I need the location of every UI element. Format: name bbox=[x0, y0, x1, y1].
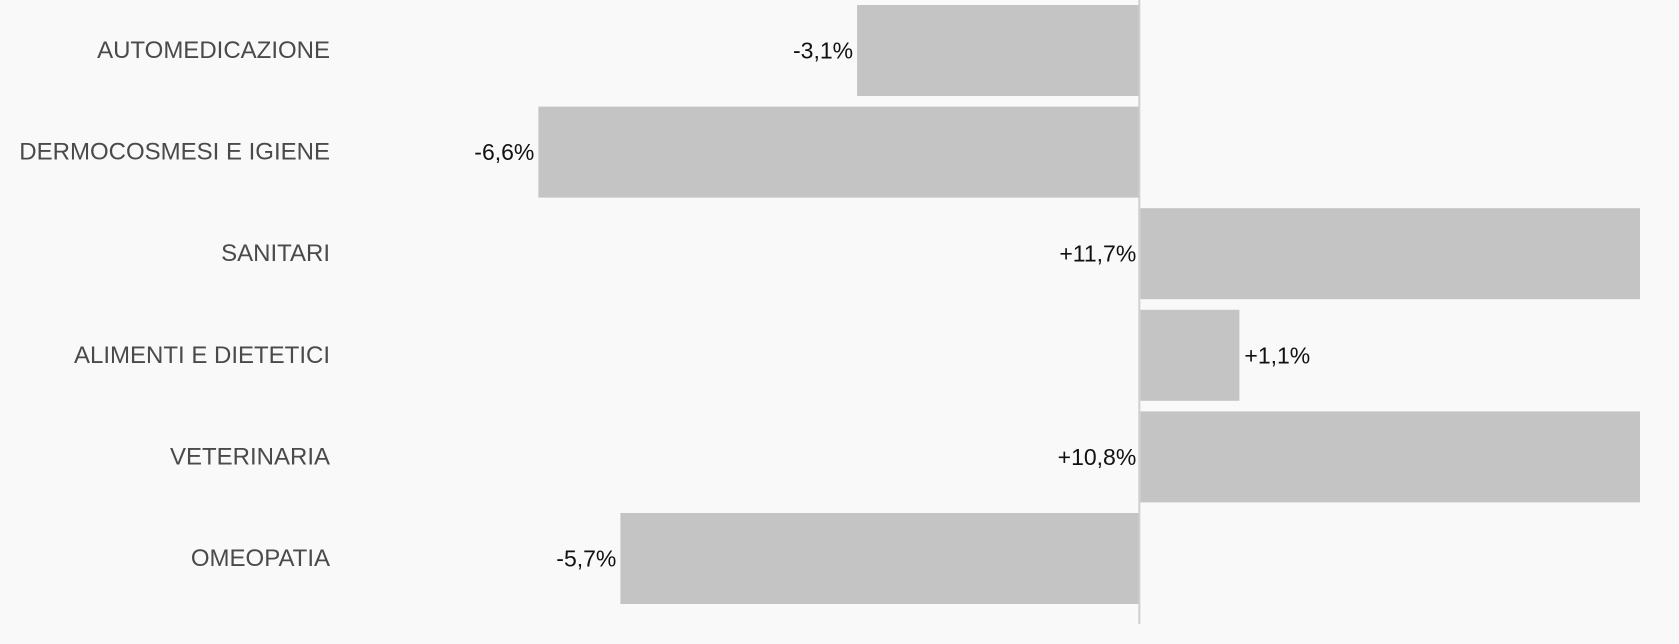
bar-automedicazione bbox=[857, 5, 1140, 96]
category-label: ALIMENTI E DIETETICI bbox=[74, 342, 330, 369]
category-label: VETERINARIA bbox=[170, 443, 330, 470]
bar-sanitari bbox=[1140, 208, 1640, 300]
value-label: +1,1% bbox=[1244, 342, 1310, 368]
category-label: AUTOMEDICAZIONE bbox=[97, 37, 330, 64]
bar-dermocosmesi-e-igiene bbox=[538, 106, 1140, 198]
labels-layer: AUTOMEDICAZIONE -3,1% DERMOCOSMESI E IGIEN… bbox=[19, 37, 1310, 572]
value-label: -6,6% bbox=[474, 139, 534, 165]
category-label: OMEOPATIA bbox=[191, 545, 330, 572]
bar-veterinaria bbox=[1140, 411, 1640, 503]
category-label: DERMOCOSMESI E IGIENE bbox=[19, 139, 330, 166]
category-label: SANITARI bbox=[221, 240, 330, 267]
value-label: -5,7% bbox=[556, 546, 616, 572]
bar-alimenti-e-dietetici bbox=[1140, 309, 1240, 401]
bar-omeopatia bbox=[620, 513, 1140, 604]
bars-layer bbox=[538, 5, 1640, 604]
value-label: +11,7% bbox=[1059, 241, 1136, 267]
value-label: +10,8% bbox=[1058, 444, 1137, 470]
value-label: -3,1% bbox=[793, 38, 853, 64]
